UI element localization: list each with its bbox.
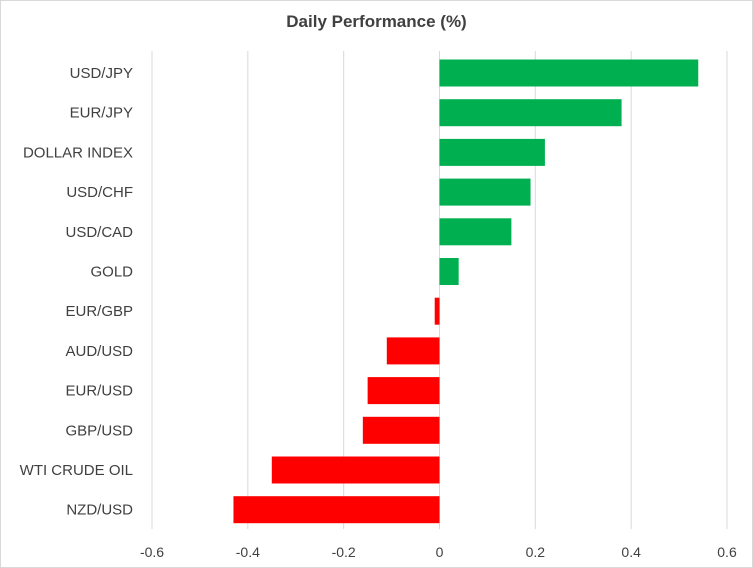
- bar-usd-cad: [439, 218, 512, 246]
- bar-gold: [439, 258, 459, 285]
- category-label: GBP/USD: [65, 422, 133, 439]
- x-tick-label: 0.2: [526, 544, 546, 560]
- bar-usd-jpy: [439, 59, 699, 87]
- category-label: AUD/USD: [65, 343, 133, 360]
- bar-gbp-usd: [362, 416, 440, 444]
- bar-dollar-index: [439, 138, 545, 166]
- category-label: GOLD: [90, 264, 133, 281]
- category-label: EUR/USD: [65, 383, 133, 400]
- x-tick-labels: -0.6 -0.4 -0.2 0 0.2 0.4 0.6: [140, 544, 737, 560]
- category-label: USD/CAD: [65, 224, 133, 241]
- category-label: USD/CHF: [66, 184, 133, 201]
- x-tick-label: 0.4: [621, 544, 641, 560]
- category-label: WTI CRUDE OIL: [20, 462, 133, 479]
- bars: [233, 59, 699, 524]
- category-label: EUR/GBP: [65, 303, 133, 320]
- bar-aud-usd: [386, 337, 440, 365]
- bar-wti-crude-oil: [271, 456, 440, 484]
- gridlines: [151, 51, 728, 529]
- x-tick-label: -0.6: [140, 544, 164, 560]
- category-label: NZD/USD: [66, 502, 133, 519]
- category-label: EUR/JPY: [70, 105, 133, 122]
- x-tick-label: 0.6: [717, 544, 737, 560]
- x-tick-label: -0.4: [236, 544, 260, 560]
- x-tick-label: -0.2: [332, 544, 356, 560]
- category-label: DOLLAR INDEX: [23, 144, 133, 161]
- bar-eur-gbp: [434, 297, 440, 325]
- chart-title: Daily Performance (%): [286, 12, 467, 31]
- bar-eur-usd: [367, 377, 440, 405]
- bar-nzd-usd: [233, 496, 440, 524]
- bar-eur-jpy: [439, 99, 622, 127]
- category-label: USD/JPY: [70, 65, 133, 82]
- category-labels: USD/JPY EUR/JPY DOLLAR INDEX USD/CHF USD/CAD…: [20, 65, 134, 519]
- x-tick-label: 0: [436, 544, 444, 560]
- bar-usd-chf: [439, 178, 531, 206]
